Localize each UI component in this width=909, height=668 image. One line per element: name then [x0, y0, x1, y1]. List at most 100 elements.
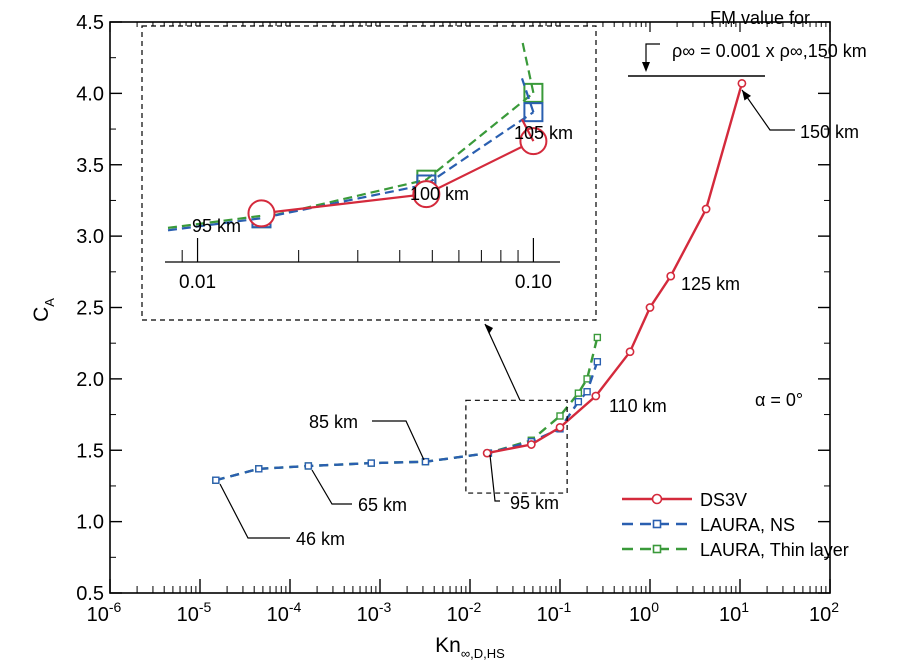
- y-tick-label: 3.5: [76, 155, 104, 177]
- x-tick-exp: -1: [559, 599, 572, 615]
- y-axis-title: CA: [30, 298, 57, 322]
- x-tick-label: 10-5: [177, 599, 212, 626]
- series-point-2: [583, 375, 591, 383]
- leader-46km: [219, 483, 290, 539]
- y-tick-label: 2.5: [76, 298, 104, 320]
- x-tick-exp: 2: [831, 599, 839, 615]
- annotation-label: 46 km: [296, 529, 345, 549]
- series-point-1: [523, 102, 544, 123]
- series-point-0: [737, 78, 747, 88]
- fm-formula: ρ∞ = 0.001 x ρ∞,150 km: [672, 41, 867, 61]
- leader-85km: [372, 420, 425, 461]
- x-tick-base: 10: [87, 604, 109, 626]
- x-tick-base: 10: [719, 604, 741, 626]
- series-point-1: [421, 457, 430, 466]
- zoom-connector: [484, 323, 521, 401]
- inset-frame: [141, 25, 597, 321]
- y-tick-label: 4.5: [76, 12, 104, 34]
- inset: 0.01 0.10 95 km 100 km 105 km: [141, 25, 597, 321]
- annotation-label: 65 km: [358, 495, 407, 515]
- annotation-label: α = 0°: [755, 390, 803, 410]
- inset-label: 95 km: [192, 216, 241, 236]
- x-tick-base: 10: [267, 604, 289, 626]
- x-tick-label: 10-4: [267, 599, 302, 626]
- series-point-0: [412, 180, 441, 209]
- inset-tick-label: 0.10: [515, 272, 552, 293]
- series-point-0: [591, 391, 601, 401]
- legend-marker-1: [652, 519, 662, 529]
- y-tick-label: 3.0: [76, 226, 104, 248]
- series-point-1: [367, 459, 375, 467]
- legend-marker-0: [651, 493, 663, 505]
- inset-ext-tl-left: [167, 214, 262, 229]
- series-point-2: [556, 412, 564, 420]
- series-point-2: [574, 389, 583, 397]
- x-tick-base: 10: [809, 604, 831, 626]
- inset-ext-ds3v-right: [521, 118, 535, 142]
- series-point-0: [526, 440, 536, 449]
- inset-ext-ns-right: [520, 78, 535, 113]
- series-point-2: [593, 333, 602, 342]
- x-tick-base: 10: [447, 604, 469, 626]
- x-tick-exp: -3: [379, 599, 392, 615]
- inset-ext-ns-left: [167, 217, 262, 232]
- series-line-2: [261, 92, 535, 220]
- annotation-label: 110 km: [609, 396, 667, 416]
- x-tick-label: 101: [719, 599, 749, 626]
- x-axis-title: Kn∞,D,HS: [435, 634, 505, 661]
- y-tick-label: 0.5: [76, 583, 104, 605]
- leader-95km: [489, 454, 500, 502]
- zoom-box: [465, 399, 568, 494]
- x-tick-exp: -4: [289, 599, 302, 615]
- annotations: 46 km 65 km 85 km 95 km 110 km 125 km 150 km α …: [219, 8, 867, 549]
- y-tick-label: 1.0: [76, 512, 104, 534]
- x-tick-base: 10: [629, 604, 651, 626]
- annotation-label: 95 km: [510, 493, 559, 513]
- annotation-label: 150 km: [800, 122, 859, 142]
- legend-label-0: DS3V: [700, 490, 747, 510]
- annotation-label: 85 km: [309, 412, 358, 432]
- series-line-2: [215, 337, 599, 482]
- series-point-1: [593, 358, 602, 366]
- inset-label: 100 km: [410, 184, 469, 204]
- x-tick-label: 100: [629, 599, 659, 626]
- legend-label-2: LAURA, Thin layer: [700, 540, 849, 560]
- y-tick-label: 4.0: [76, 83, 104, 105]
- legend-label-1: LAURA, NS: [700, 515, 795, 535]
- x-tick-label: 102: [809, 599, 839, 626]
- annotation-label: FM value for: [710, 8, 810, 28]
- series-point-0: [625, 347, 635, 357]
- x-tick-base: 10: [537, 604, 559, 626]
- x-tick-label: 10-6: [87, 599, 122, 626]
- x-tick-exp: -2: [469, 599, 482, 615]
- x-tick-base: 10: [177, 604, 199, 626]
- zoom-connector-arrowhead: [485, 324, 493, 334]
- axes: 10-6 10-5 10-4 10-3 10-2 10-1 100 101 1020.51.01…: [30, 12, 839, 661]
- series-point-0: [701, 204, 711, 214]
- leader-fm: [645, 43, 660, 70]
- leader-fm-arrowhead: [642, 62, 650, 72]
- inset-ext-tl-right: [520, 39, 535, 94]
- series-point-1: [255, 465, 263, 473]
- x-tick-exp: -5: [199, 599, 212, 615]
- legend-marker-2: [652, 544, 662, 554]
- series-point-1: [304, 462, 313, 470]
- annotation-label: 125 km: [681, 274, 740, 294]
- x-tick-label: 10-1: [537, 599, 572, 626]
- x-tick-exp: 1: [741, 599, 749, 615]
- x-tick-label: 10-3: [357, 599, 392, 626]
- leader-65km: [311, 469, 352, 505]
- series-point-0: [666, 271, 676, 281]
- x-tick-base: 10: [357, 604, 379, 626]
- x-tick-exp: 0: [651, 599, 659, 615]
- leader-150km-arrowhead: [742, 90, 752, 101]
- x-tick-exp: -6: [109, 599, 122, 615]
- series-point-1: [212, 476, 220, 484]
- inset-label: 105 km: [514, 123, 573, 143]
- y-tick-label: 1.5: [76, 440, 104, 462]
- x-axis-title-sub: ∞,D,HS: [461, 646, 505, 661]
- x-tick-label: 10-2: [447, 599, 482, 626]
- series-point-0: [555, 423, 565, 432]
- y-axis-title-main: C: [30, 307, 53, 322]
